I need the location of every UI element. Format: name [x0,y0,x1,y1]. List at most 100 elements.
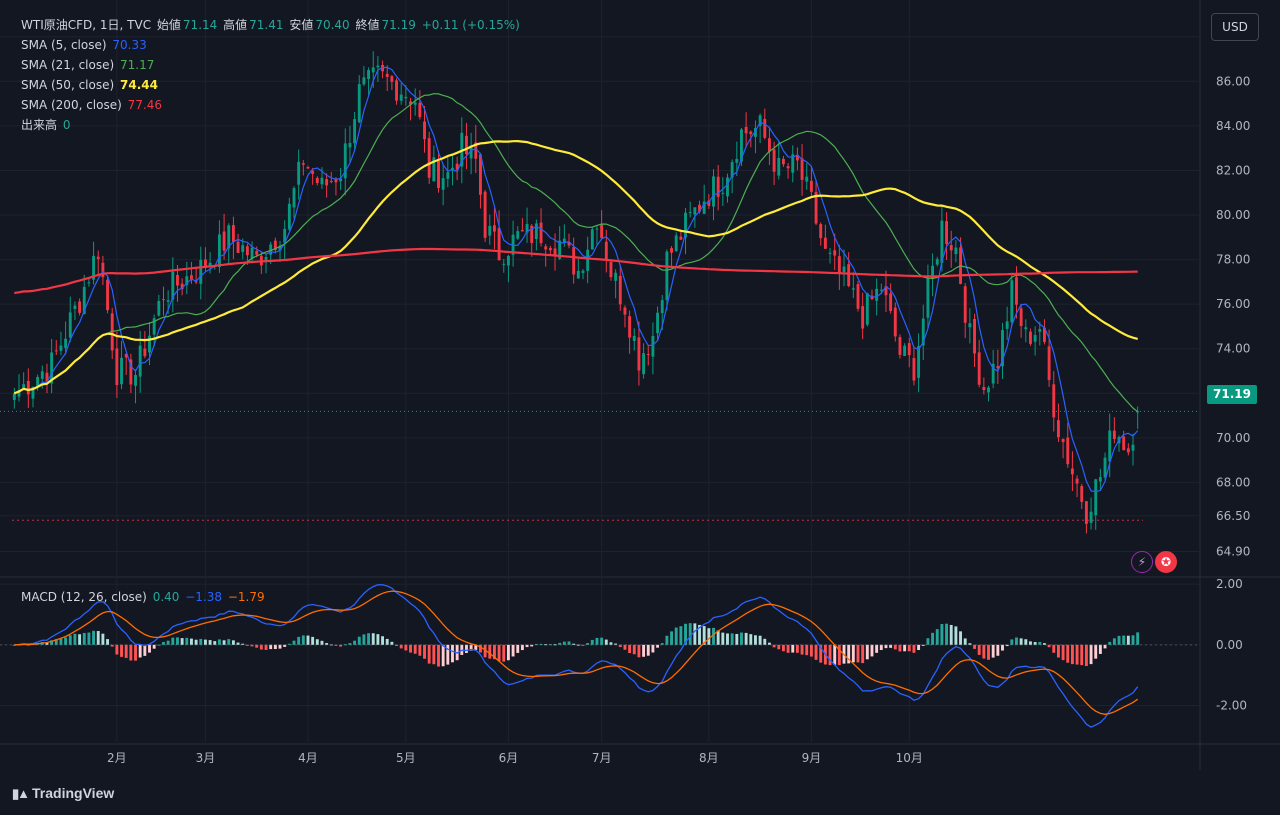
macd-hist-bar [474,644,478,651]
macd-hist-bar [152,644,156,649]
macd-hist-bar [670,631,673,645]
legend-macd[interactable]: MACD (12, 26, close) 0.40 −1.38 −1.79 [21,587,267,607]
candle-body [842,266,846,272]
macd-hist-bar [376,634,380,645]
candle-body [809,180,813,192]
macd-hist-bar [674,627,678,645]
candle-body [390,76,394,82]
macd-hist-bar [623,644,627,650]
candle-body [1098,477,1102,482]
macd-y-tick-label: 2.00 [1216,577,1243,591]
currency-button[interactable]: USD [1211,13,1259,41]
candle-body [520,229,524,232]
candle-body [665,251,669,301]
macd-hist-bar [693,623,697,645]
candle-body [455,163,459,170]
candle-body [940,220,944,263]
y-tick-label: 68.00 [1216,475,1250,489]
legend-sma200[interactable]: SMA (200, close) 77.46 [21,95,164,115]
sma5-value: 70.33 [112,38,147,52]
macd-hist-bar [805,644,809,656]
macd-hist-bar [92,630,96,645]
macd-hist-bar [1038,642,1042,645]
candle-body [1070,468,1074,475]
symbol-header: WTI原油CFD, 1日, TVC 始値 71.14 高値 71.41 安値 70.4… [21,15,522,35]
candle-body [203,259,207,268]
candle-body [208,262,212,268]
legend-volume[interactable]: 出来高 0 [21,115,72,135]
macd-hist-bar [847,644,851,664]
lightning-icon[interactable]: ⚡ [1131,551,1153,573]
macd-hist-bar [865,644,869,660]
macd-hist-bar [348,643,352,645]
candle-body [497,227,501,261]
macd-hist-bar [949,624,953,645]
legend-sma21[interactable]: SMA (21, close) 71.17 [21,55,156,75]
macd-hist-bar [162,642,165,645]
macd-hist-bar [129,644,133,661]
macd-hist-bar [1131,635,1135,645]
macd-hist-bar [628,644,632,654]
candles [12,51,1140,534]
macd-hist-bar [921,644,925,646]
macd-hist-bar [311,636,315,645]
candle-body [889,293,893,311]
candle-body [367,70,371,80]
candle-body [1061,439,1065,443]
macd-hist-bar [1001,644,1004,651]
macd-hist-bar [679,626,683,645]
macd-hist-bar [1029,641,1032,645]
macd-hist-bar [124,644,128,658]
candle-body [823,237,827,249]
macd-hist-bar [1117,635,1121,645]
candle-body [781,158,785,165]
candle-body [162,299,165,301]
candle-body [12,393,16,400]
candle-body [534,223,538,240]
macd-hist-bar [78,634,82,645]
macd-hist-bar [520,644,524,651]
macd-hist-bar [763,638,767,645]
macd-hist-bar [255,644,259,648]
candle-body [670,248,673,253]
candle-body [1122,436,1126,451]
macd-hist-bar [106,639,109,645]
macd-hist-bar [735,633,739,645]
tradingview-logo[interactable]: ▮▲ TradingView [12,785,114,802]
macd-hist-bar [283,644,287,647]
candle-body [348,142,352,148]
legend-sma50[interactable]: SMA (50, close) 74.44 [21,75,160,95]
candle-body [385,73,389,77]
open-label: 始値 [156,18,181,32]
macd-hist-bar [903,644,907,652]
candle-body [609,261,613,278]
candle-body [1108,430,1112,462]
macd-hist-bar [176,637,179,645]
candle-body [273,240,277,251]
candle-body [600,224,604,239]
candle-body [525,223,529,233]
candle-body [726,177,729,197]
candle-body [1001,330,1004,367]
candle-body [339,178,343,182]
candle-body [539,222,543,244]
us-flag-event-icon[interactable]: ✪ [1155,551,1177,573]
legend-sma5[interactable]: SMA (5, close) 70.33 [21,35,149,55]
candle-body [353,119,357,144]
macd-hist-bar [893,644,897,650]
macd-hist-bar [861,644,865,664]
macd-hist-bar [367,633,371,645]
macd-hist-bar [502,644,506,662]
candle-body [245,246,249,256]
macd-hist-bar [194,639,198,645]
macd-hist-bar [637,644,641,658]
macd-hist-bar [1024,639,1028,645]
candle-body [698,204,701,212]
candle-body [488,225,492,236]
candle-body [185,276,189,285]
macd-hist-bar [926,638,930,645]
macd-hist-bar [576,644,580,646]
macd-hist-bar [959,631,962,645]
macd-hist-bar [1103,644,1107,649]
